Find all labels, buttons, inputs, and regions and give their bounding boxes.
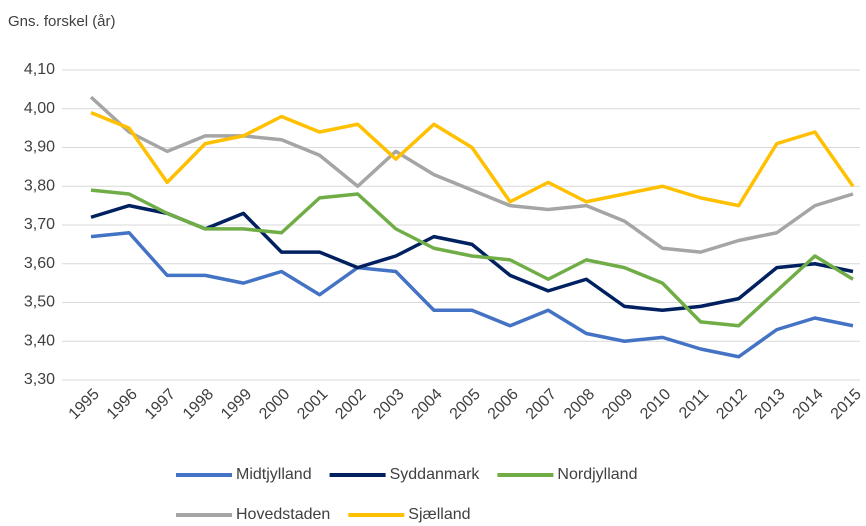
y-tick-label: 3,50 [24, 294, 55, 311]
chart-subtitle: Gns. forskel (år) [8, 13, 116, 30]
series-line [90, 188, 854, 328]
x-tick-label: 2013 [751, 386, 788, 423]
x-tick-label: 1999 [218, 386, 255, 423]
series-line [90, 111, 855, 208]
x-tick-label: 2015 [828, 386, 865, 423]
x-tick-label: 2006 [485, 386, 522, 423]
x-tick-label: 1997 [142, 386, 179, 423]
x-tick-label: 1996 [104, 386, 141, 423]
y-tick-label: 3,60 [24, 255, 55, 272]
legend-label: Midtjylland [236, 466, 312, 483]
y-tick-label: 3,30 [24, 371, 55, 388]
x-tick-label: 2002 [332, 386, 369, 423]
x-tick-label: 2014 [790, 386, 827, 423]
x-tick-label: 2004 [409, 386, 446, 423]
legend-label: Hovedstaden [236, 506, 330, 523]
y-tick-label: 3,40 [24, 332, 55, 349]
series-line [90, 203, 854, 312]
y-tick-label: 3,80 [24, 177, 55, 194]
y-tick-label: 4,00 [24, 100, 55, 117]
x-tick-label: 2000 [256, 386, 293, 423]
series-line [90, 231, 854, 359]
x-tick-label: 1995 [66, 386, 103, 423]
x-tick-label: 1998 [180, 386, 217, 423]
series-line [89, 95, 854, 254]
x-tick-label: 2012 [713, 386, 750, 423]
x-tick-label: 2007 [523, 386, 560, 423]
legend-label: Syddanmark [390, 466, 481, 483]
x-tick-label: 2003 [370, 386, 407, 423]
x-tick-label: 2001 [294, 386, 331, 423]
legend-label: Nordjylland [557, 466, 637, 483]
x-tick-label: 2009 [599, 386, 636, 423]
legend-label: Sjælland [408, 506, 470, 523]
x-tick-label: 2005 [447, 386, 484, 423]
y-tick-label: 3,70 [24, 216, 55, 233]
y-tick-label: 4,10 [24, 61, 55, 78]
y-tick-label: 3,90 [24, 139, 55, 156]
x-tick-label: 2010 [637, 386, 674, 423]
x-tick-label: 2008 [561, 386, 598, 423]
x-tick-label: 2011 [676, 386, 712, 422]
